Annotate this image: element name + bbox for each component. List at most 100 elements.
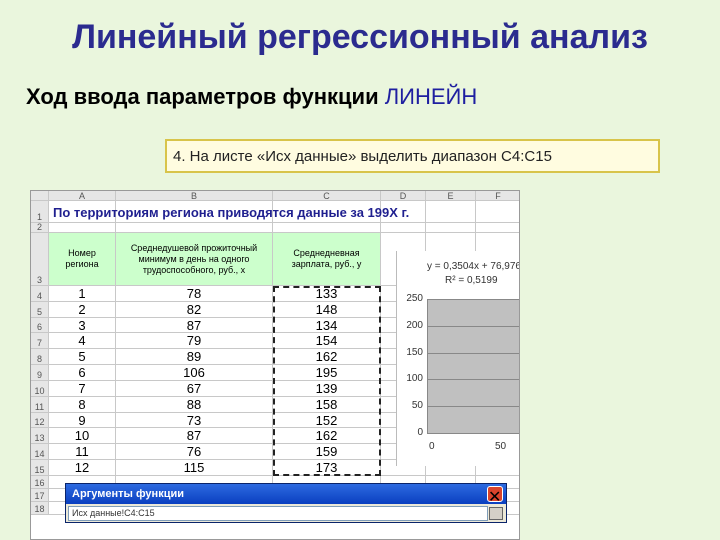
data-cell: 162 [273,428,381,445]
y-tick-label: 200 [406,319,423,331]
data-cell: 4 [49,333,116,350]
cell [381,223,426,233]
data-cell: 158 [273,397,381,413]
column-header: A [49,191,116,201]
cell [381,460,426,476]
row-number: 14 [31,444,49,461]
data-cell: 6 [49,365,116,381]
cell [49,223,116,233]
grid-line [427,379,519,381]
subtitle-line: Ход ввода параметров функции ЛИНЕЙН [26,84,477,110]
dialog-title: Аргументы функции [72,488,184,500]
column-title: Номер региона [49,233,116,286]
row-number: 3 [31,233,49,286]
dialog-titlebar: Аргументы функции ✕ [66,484,506,506]
sheet-caption: По территориям региона приводятся данные… [53,205,410,220]
subtitle: Ход ввода параметров функции [26,84,379,109]
cell [426,460,476,476]
row-number: 10 [31,380,49,397]
cell [273,201,381,223]
cell [116,223,273,233]
data-cell: 162 [273,349,381,366]
row-number: 13 [31,428,49,445]
data-cell: 73 [116,413,273,429]
x-tick-label: 50 [495,441,507,452]
data-cell: 9 [49,413,116,429]
step-box: 4. На листе «Исх данные» выделить диапаз… [165,139,660,173]
cell [426,223,476,233]
data-cell: 133 [273,286,381,302]
y-tick-label: 250 [406,293,423,304]
data-cell: 88 [116,397,273,413]
data-cell: 82 [116,302,273,318]
data-cell: 115 [116,460,273,476]
function-name: ЛИНЕЙН [384,84,478,109]
cell [476,460,519,476]
data-cell: 3 [49,318,116,334]
data-cell: 7 [49,381,116,397]
data-cell: 76 [116,444,273,461]
y-tick-label: 150 [406,346,423,358]
x-tick-label: 0 [429,441,435,452]
data-cell: 89 [116,349,273,366]
data-cell: 159 [273,444,381,461]
dialog: Аргументы функции ✕ Исх данные!C4:C15 [65,483,507,523]
column-header: D [381,191,426,201]
cell [476,223,519,233]
data-cell: 87 [116,428,273,445]
cell [381,201,426,223]
data-cell: 5 [49,349,116,366]
row-number: 7 [31,333,49,350]
row-number: 9 [31,365,49,381]
data-cell: 67 [116,381,273,397]
row-number: 16 [31,475,49,489]
r-squared: R² = 0,5199 [445,275,498,286]
grid-line [427,325,519,327]
y-tick-label: 50 [411,400,423,412]
cell [273,223,381,233]
y-tick-label: 100 [406,373,423,385]
plot-area [427,299,519,433]
grid-line [427,406,519,408]
cell [49,201,116,223]
data-cell: 8 [49,397,116,413]
row-number: 11 [31,396,49,413]
range-field[interactable]: Исх данные!C4:C15 [68,506,488,521]
chart: y = 0,3504x + 76,976 R² = 0,5199 250 200 150… [396,251,520,466]
row-number: 1 [31,201,49,223]
data-cell: 11 [49,444,116,461]
row-number: 17 [31,489,49,502]
close-button[interactable]: ✕ [487,486,503,506]
row-number: 12 [31,412,49,429]
column-header: E [426,191,476,201]
data-cell: 78 [116,286,273,302]
selection [273,286,381,476]
row-number: 15 [31,460,49,476]
row-number: 18 [31,502,49,515]
data-cell: 10 [49,428,116,445]
data-cell: 2 [49,302,116,318]
data-cell: 134 [273,318,381,334]
column-header: F [476,191,519,201]
row-number: 2 [31,222,49,233]
data-cell: 148 [273,302,381,318]
row-number: 6 [31,317,49,334]
data-cell: 154 [273,333,381,350]
slide-title: Линейный регрессионный анализ [72,18,648,56]
collapse-button[interactable] [489,507,503,520]
data-cell: 12 [49,460,116,476]
grid-line [427,352,519,354]
grid-line [427,299,519,300]
cell [116,201,273,223]
data-cell: 79 [116,333,273,350]
cell [476,201,519,223]
cell [426,201,476,223]
corner [31,191,49,201]
column-title: Среднедушевой прожиточный минимум в день… [116,233,273,286]
column-title: Среднедневная зарплата, руб., y [273,233,381,286]
data-cell: 87 [116,318,273,334]
y-tick-label: 0 [417,427,423,438]
row-number: 5 [31,301,49,318]
trend-equation: y = 0,3504x + 76,976 [427,261,520,272]
